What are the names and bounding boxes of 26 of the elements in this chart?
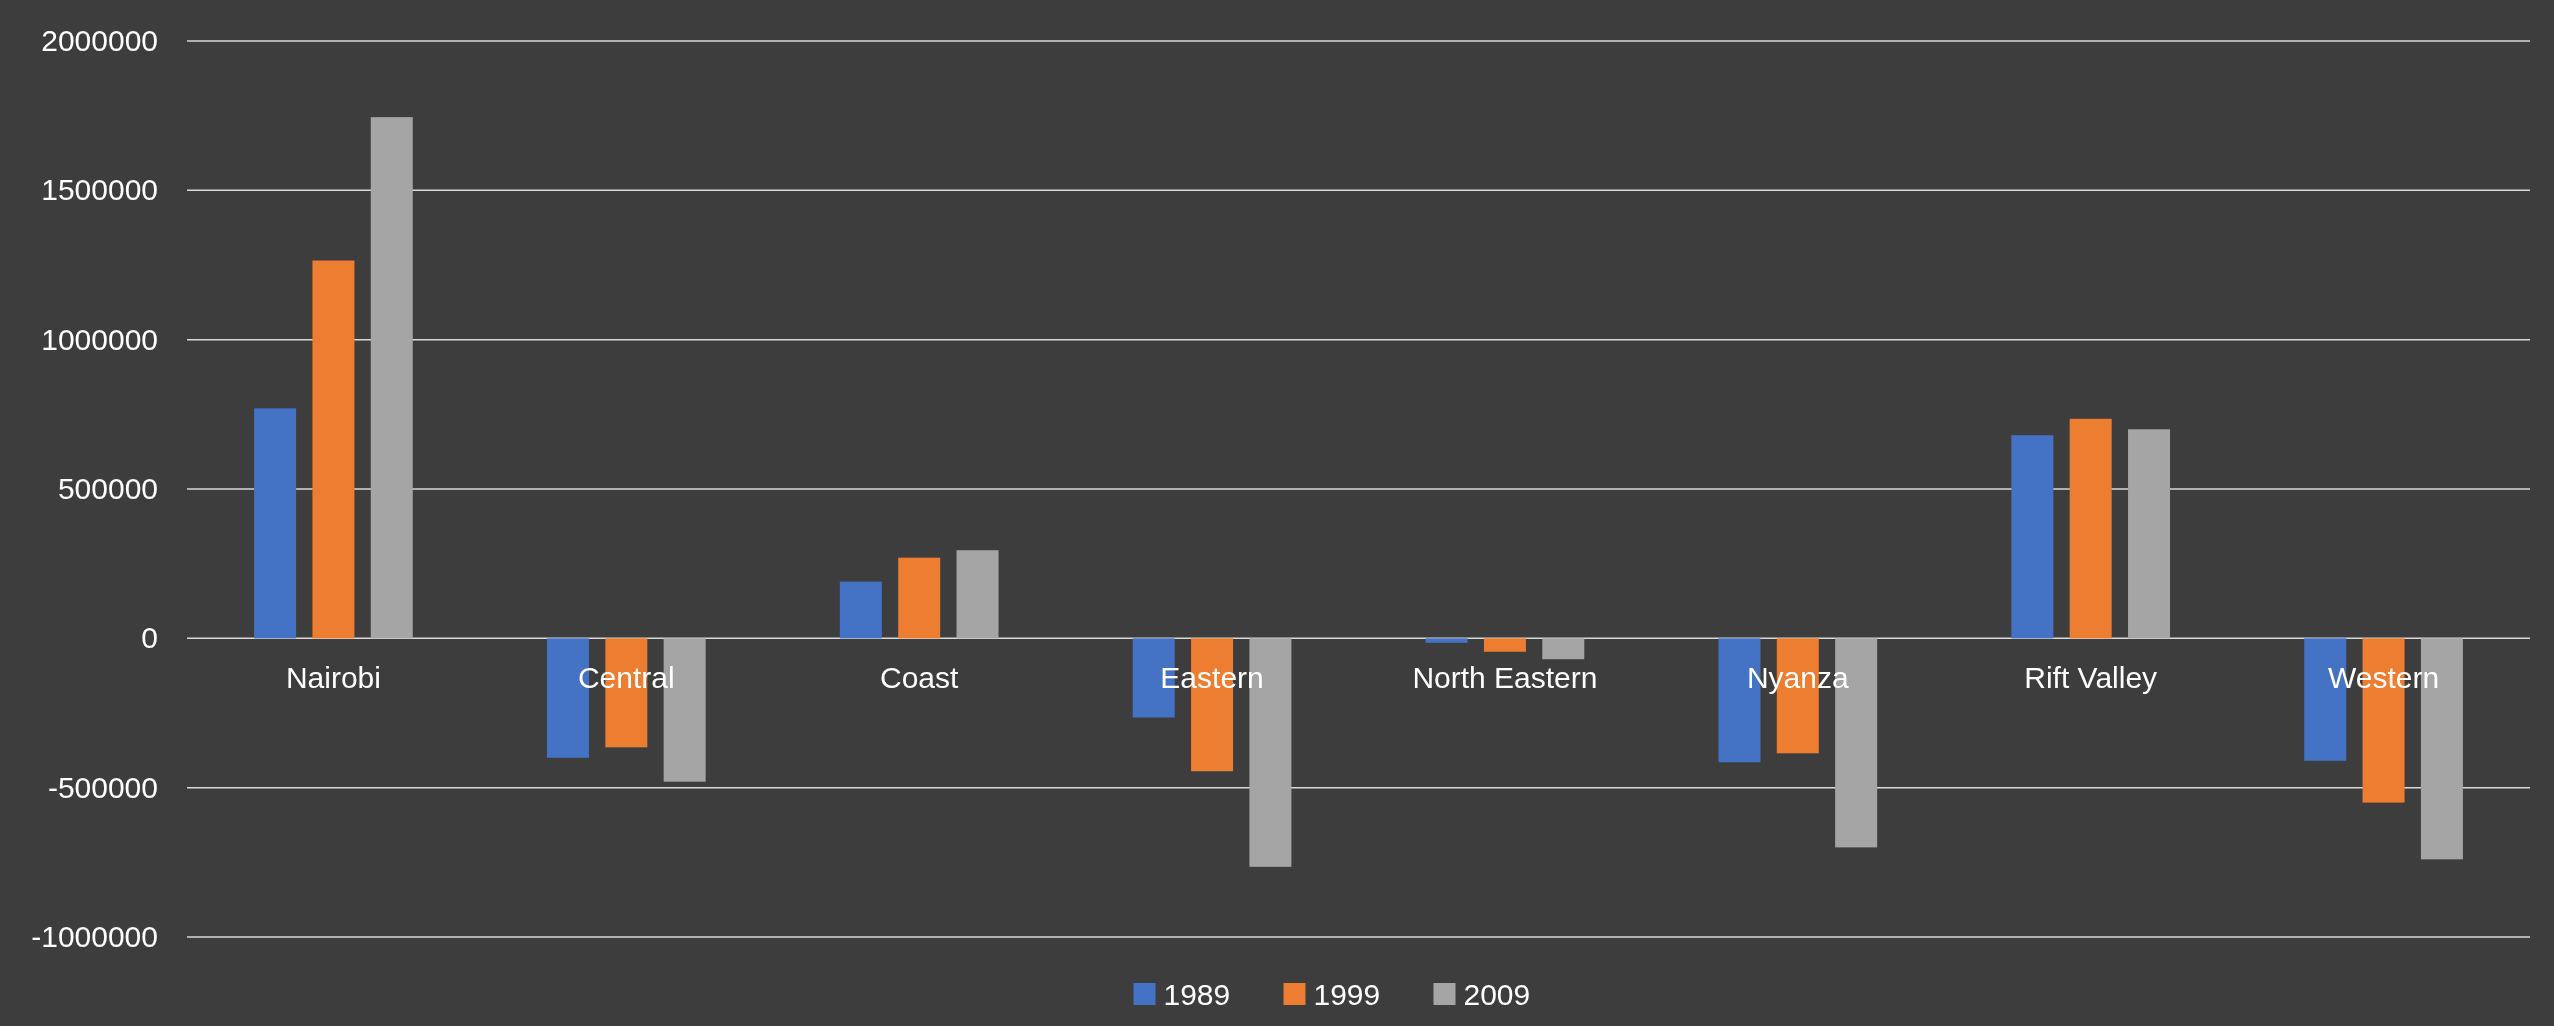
bar xyxy=(312,260,355,639)
bar xyxy=(839,581,882,639)
x-tick-label: Nairobi xyxy=(285,661,381,695)
bar xyxy=(2011,435,2054,639)
y-tick-label: -500000 xyxy=(47,770,158,804)
bar xyxy=(1483,638,1526,652)
y-tick-label: 0 xyxy=(141,621,158,655)
y-tick-label: 1000000 xyxy=(41,322,158,356)
bar xyxy=(2069,418,2112,639)
bar xyxy=(956,550,999,639)
x-tick-label: Coast xyxy=(880,661,960,695)
x-tick-label: North Eastern xyxy=(1412,661,1598,695)
bar xyxy=(2128,429,2171,639)
y-tick-label: 500000 xyxy=(57,472,158,506)
bar xyxy=(898,557,941,639)
y-tick-label: -1000000 xyxy=(31,920,158,954)
bar xyxy=(370,117,413,639)
bar xyxy=(1425,638,1468,643)
y-tick-label: 2000000 xyxy=(41,24,158,58)
legend-label: 1989 xyxy=(1163,978,1231,1011)
bar xyxy=(254,408,297,639)
x-tick-label: Rift Valley xyxy=(2024,661,2158,695)
y-tick-label: 1500000 xyxy=(41,173,158,207)
legend-label: 2009 xyxy=(1463,978,1531,1011)
legend-label: 1999 xyxy=(1313,978,1381,1011)
bar xyxy=(1542,638,1585,660)
